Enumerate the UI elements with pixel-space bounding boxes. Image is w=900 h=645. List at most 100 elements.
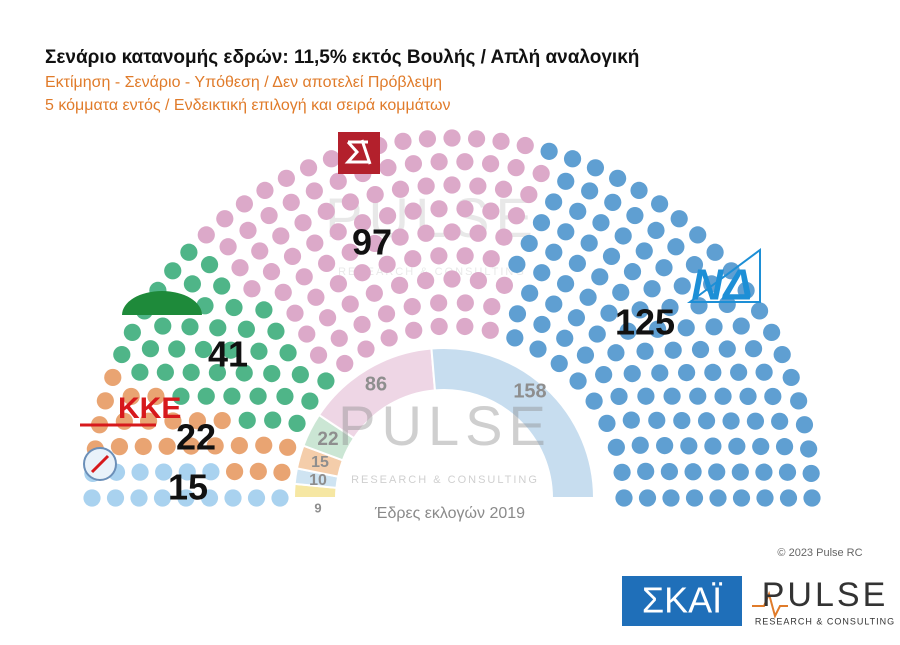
party-logo <box>686 248 761 303</box>
watermark: PULSE RESEARCH & CONSULTING <box>338 394 546 486</box>
seat <box>235 195 253 213</box>
seat <box>197 387 215 405</box>
seat <box>540 142 558 160</box>
seat <box>279 344 297 362</box>
seat <box>795 416 814 434</box>
seat <box>130 489 148 507</box>
seat <box>520 234 538 253</box>
seat <box>626 206 644 225</box>
seat <box>637 462 655 480</box>
seat <box>732 317 750 335</box>
previous-seat-count: 86 <box>365 373 387 395</box>
seat <box>704 363 722 381</box>
seat <box>469 271 487 290</box>
seat <box>482 202 500 220</box>
seat <box>802 464 820 483</box>
seat <box>456 317 474 336</box>
seat <box>182 437 200 455</box>
seat <box>380 329 398 347</box>
seat <box>718 340 736 358</box>
seat <box>404 250 422 268</box>
party-logo <box>338 132 380 174</box>
seat <box>482 250 500 268</box>
seat <box>607 438 625 456</box>
seat <box>404 202 422 220</box>
seat <box>417 177 435 195</box>
seat <box>613 463 631 481</box>
seat <box>467 130 486 148</box>
seat <box>243 280 261 298</box>
seat <box>239 221 257 239</box>
seat <box>684 463 702 481</box>
seat <box>224 489 242 507</box>
seat <box>803 489 821 507</box>
seat <box>664 341 682 359</box>
seat <box>655 259 673 277</box>
seat <box>379 159 397 177</box>
seat <box>113 345 131 364</box>
seat <box>147 387 165 405</box>
seat <box>298 325 316 343</box>
seat <box>417 224 435 242</box>
seat <box>286 304 304 322</box>
seat <box>301 392 319 410</box>
subtitle: 5 κόμματα εντός / Ενδεικτική επιλογή και… <box>45 97 451 114</box>
seat <box>273 463 291 481</box>
seat <box>556 275 575 293</box>
seat <box>730 363 748 381</box>
seat <box>779 489 798 507</box>
seat <box>357 340 375 358</box>
seat <box>709 489 727 507</box>
seat <box>778 463 797 481</box>
seat <box>581 182 599 200</box>
seat <box>250 342 268 360</box>
seat <box>592 214 610 232</box>
seat <box>404 155 423 173</box>
seat <box>168 340 186 358</box>
seat <box>271 489 289 507</box>
seat <box>154 317 172 335</box>
seat <box>156 363 174 381</box>
seat <box>656 436 674 455</box>
seat <box>732 489 751 507</box>
seat <box>520 185 538 204</box>
inner-caption: Έδρες εκλογών 2019 <box>374 505 525 522</box>
seat <box>430 247 448 265</box>
seat <box>378 255 396 273</box>
seat <box>353 214 372 232</box>
seat <box>744 340 763 358</box>
seat <box>662 489 680 507</box>
seat <box>222 341 240 359</box>
seat <box>255 301 273 319</box>
seat <box>172 387 190 405</box>
seat <box>521 284 539 302</box>
seat <box>295 268 313 286</box>
seat <box>591 268 609 286</box>
seat <box>131 363 149 381</box>
seat <box>178 463 196 481</box>
seat <box>647 221 665 239</box>
seat <box>158 437 176 455</box>
brand-tagline: RESEARCH & CONSULTING <box>755 616 895 626</box>
party-seats <box>197 129 550 373</box>
seat <box>728 437 746 455</box>
seat <box>469 177 487 195</box>
party-seats <box>113 243 335 432</box>
seat <box>533 264 551 282</box>
seat <box>430 200 448 218</box>
party-seats <box>83 463 289 507</box>
seat <box>164 262 182 280</box>
seat <box>673 277 691 295</box>
previous-seat-count: 9 <box>314 500 321 515</box>
seat <box>508 255 526 273</box>
seat <box>443 223 461 241</box>
seat <box>202 463 220 481</box>
seat <box>317 372 335 390</box>
seat <box>181 318 199 336</box>
seat <box>131 463 149 481</box>
channel-name: ΣΚΑΪ <box>642 580 722 621</box>
seat <box>550 354 568 373</box>
seat <box>164 412 182 430</box>
